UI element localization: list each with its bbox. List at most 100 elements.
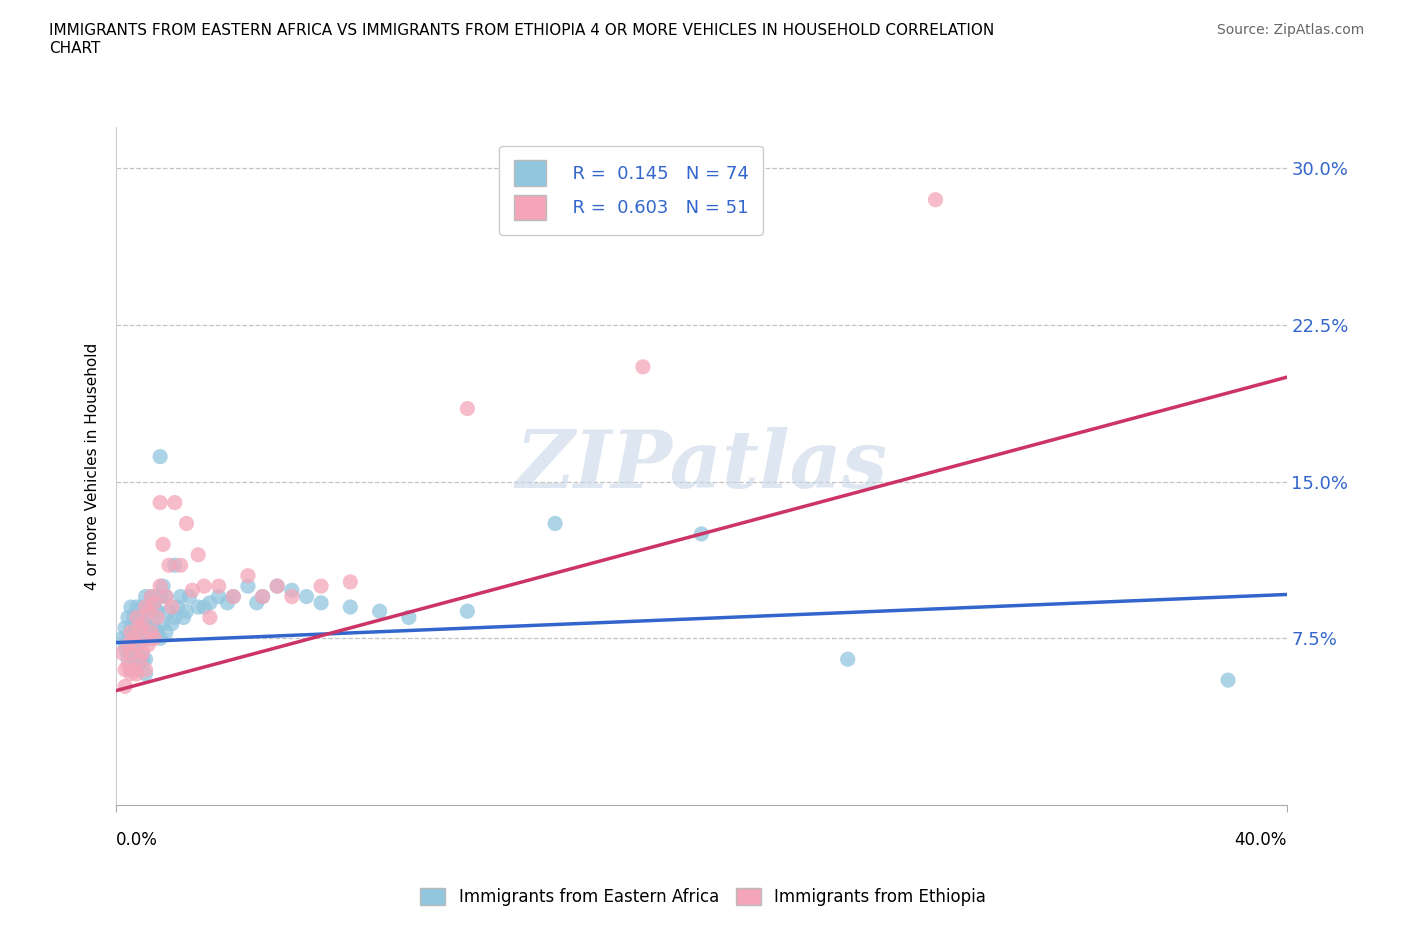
Point xyxy=(181,583,204,598)
Point xyxy=(266,578,288,593)
Point xyxy=(155,589,177,604)
Point xyxy=(135,667,157,682)
Point xyxy=(117,652,139,667)
Point xyxy=(120,667,142,682)
Point xyxy=(173,610,195,625)
Point xyxy=(368,604,391,618)
Point xyxy=(152,578,174,593)
Point xyxy=(120,625,142,640)
Point xyxy=(128,652,150,667)
Point xyxy=(281,583,304,598)
Point xyxy=(117,610,139,625)
Point xyxy=(149,631,172,645)
Point xyxy=(252,589,274,604)
Point xyxy=(198,595,221,610)
Point xyxy=(339,575,361,590)
Text: 40.0%: 40.0% xyxy=(1234,830,1286,848)
Point xyxy=(122,631,145,645)
Point xyxy=(924,193,946,207)
Point xyxy=(135,652,157,667)
Point xyxy=(157,558,180,573)
Point xyxy=(146,610,169,625)
Point xyxy=(176,604,198,618)
Point xyxy=(246,595,269,610)
Point xyxy=(179,589,201,604)
Point xyxy=(157,604,180,618)
Point xyxy=(163,610,186,625)
Point xyxy=(131,652,153,667)
Point xyxy=(143,600,166,615)
Point xyxy=(456,604,478,618)
Point xyxy=(208,578,231,593)
Text: ZIPatlas: ZIPatlas xyxy=(516,427,887,505)
Point xyxy=(149,578,172,593)
Point xyxy=(125,642,148,657)
Point xyxy=(125,662,148,677)
Point xyxy=(160,600,183,615)
Point xyxy=(122,610,145,625)
Point xyxy=(111,631,134,645)
Point xyxy=(135,631,157,645)
Point xyxy=(309,578,332,593)
Point xyxy=(111,645,134,660)
Point xyxy=(222,589,245,604)
Point xyxy=(135,631,157,645)
Point xyxy=(131,645,153,660)
Point xyxy=(114,679,136,694)
Point xyxy=(114,642,136,657)
Point xyxy=(120,662,142,677)
Point xyxy=(176,516,198,531)
Point xyxy=(138,637,160,652)
Point xyxy=(122,652,145,667)
Point xyxy=(141,625,163,640)
Point xyxy=(131,633,153,648)
Point xyxy=(114,662,136,677)
Point xyxy=(117,637,139,652)
Point xyxy=(138,600,160,615)
Point xyxy=(120,620,142,635)
Point xyxy=(135,662,157,677)
Point xyxy=(128,631,150,645)
Point xyxy=(149,589,172,604)
Legend: Immigrants from Eastern Africa, Immigrants from Ethiopia: Immigrants from Eastern Africa, Immigran… xyxy=(413,881,993,912)
Point xyxy=(236,568,259,583)
Point xyxy=(131,617,153,631)
Point xyxy=(166,600,188,615)
Point xyxy=(128,610,150,625)
Point xyxy=(141,589,163,604)
Legend:   R =  0.145   N = 74,   R =  0.603   N = 51: R = 0.145 N = 74, R = 0.603 N = 51 xyxy=(499,146,763,234)
Point xyxy=(169,589,191,604)
Point xyxy=(143,595,166,610)
Y-axis label: 4 or more Vehicles in Household: 4 or more Vehicles in Household xyxy=(86,342,100,590)
Point xyxy=(456,401,478,416)
Point xyxy=(149,449,172,464)
Point xyxy=(138,620,160,635)
Point xyxy=(122,662,145,677)
Point xyxy=(135,589,157,604)
Point xyxy=(837,652,859,667)
Point xyxy=(146,604,169,618)
Point xyxy=(120,645,142,660)
Point xyxy=(143,631,166,645)
Point xyxy=(160,617,183,631)
Point xyxy=(208,589,231,604)
Point xyxy=(631,359,654,374)
Point xyxy=(128,620,150,635)
Point xyxy=(193,578,215,593)
Point xyxy=(187,600,209,615)
Point xyxy=(146,625,169,640)
Text: IMMIGRANTS FROM EASTERN AFRICA VS IMMIGRANTS FROM ETHIOPIA 4 OR MORE VEHICLES IN: IMMIGRANTS FROM EASTERN AFRICA VS IMMIGR… xyxy=(49,23,994,56)
Point xyxy=(169,558,191,573)
Point xyxy=(163,558,186,573)
Point xyxy=(217,595,239,610)
Point xyxy=(125,600,148,615)
Point xyxy=(266,578,288,593)
Text: Source: ZipAtlas.com: Source: ZipAtlas.com xyxy=(1216,23,1364,37)
Point xyxy=(149,495,172,510)
Point xyxy=(236,578,259,593)
Point xyxy=(281,589,304,604)
Point xyxy=(125,637,148,652)
Point xyxy=(152,617,174,631)
Point xyxy=(544,516,567,531)
Point xyxy=(128,652,150,667)
